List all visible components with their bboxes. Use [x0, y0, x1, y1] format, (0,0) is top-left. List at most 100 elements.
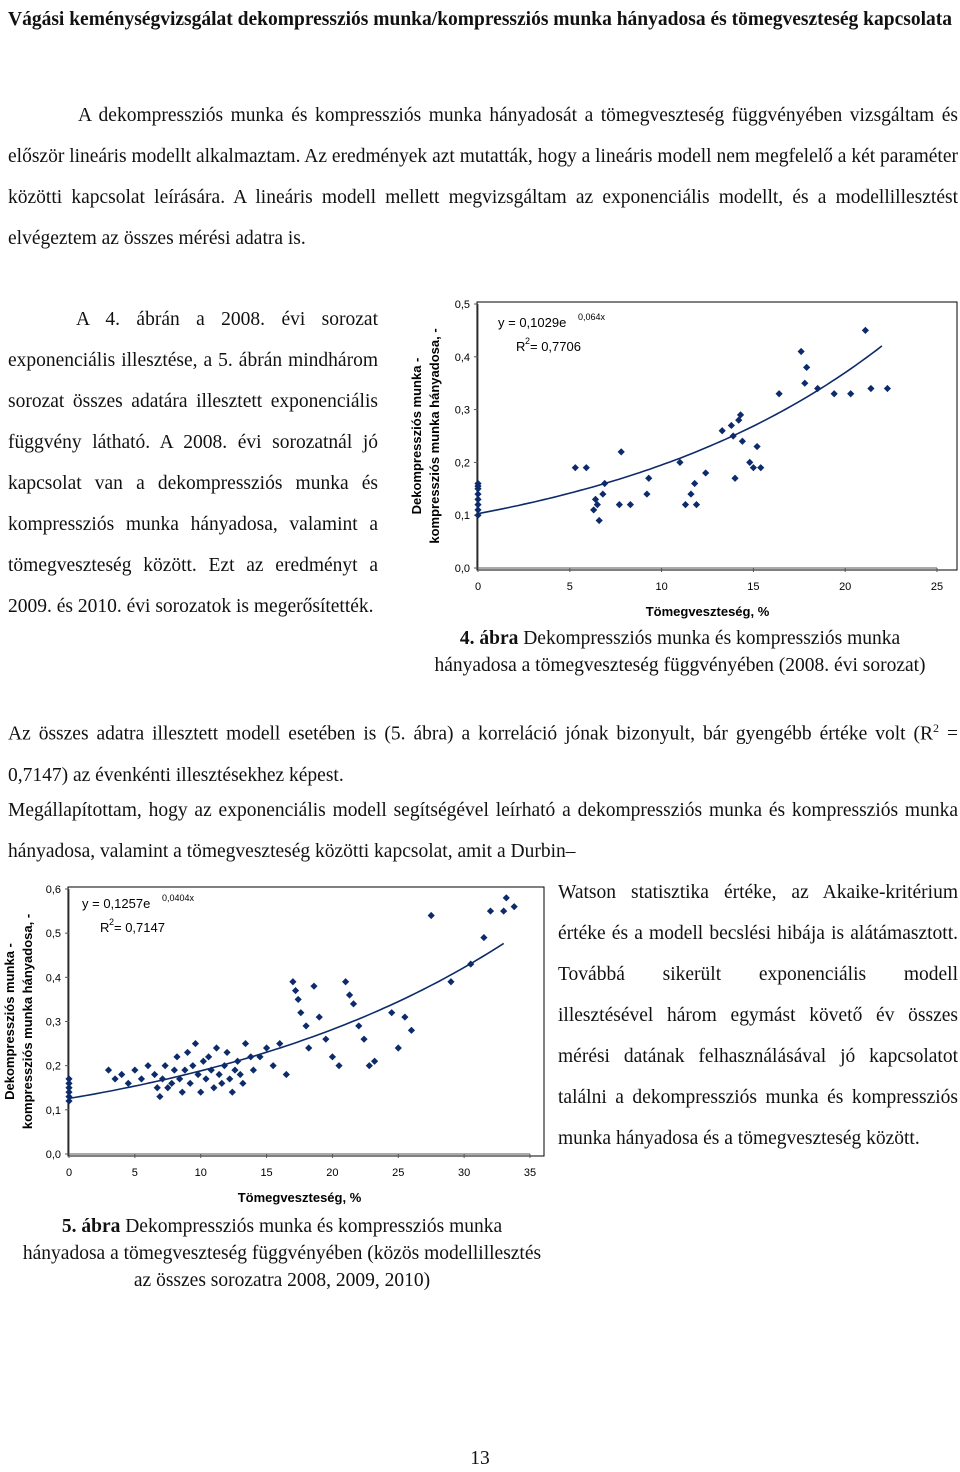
data-point [210, 1084, 218, 1092]
data-point [176, 1075, 184, 1083]
data-point [297, 1009, 305, 1017]
y-axis-label-line1: Dekompressziós munka - [409, 358, 424, 515]
data-point [736, 411, 745, 419]
figure-4-caption: 4. ábra Dekompressziós munka és kompress… [430, 625, 930, 679]
data-point [124, 1079, 132, 1087]
data-point [702, 469, 710, 477]
data-point [282, 1070, 290, 1079]
data-point [861, 326, 869, 334]
data-point [236, 1070, 244, 1079]
trendline-equation: y = 0,1257e [82, 896, 150, 911]
data-point [360, 1035, 368, 1043]
x-tick-label: 15 [260, 1167, 272, 1179]
data-point [269, 1062, 277, 1070]
data-point [749, 464, 757, 472]
data-point [801, 379, 809, 387]
data-point [595, 516, 603, 525]
data-point [233, 1057, 242, 1065]
paragraph-figure-refs: A 4. ábrán a 2008. évi sorozat exponenci… [8, 309, 378, 617]
x-tick-label: 15 [747, 581, 759, 593]
paragraph-correlation-before: Az összes adatra illesztett modell eseté… [8, 723, 934, 745]
data-point [474, 490, 482, 498]
data-point [645, 474, 653, 482]
y-tick-label: 0,6 [46, 884, 61, 896]
data-point [676, 458, 684, 466]
data-point [218, 1079, 226, 1087]
figure-4-caption-text: Dekompressziós munka és kompressziós mun… [434, 628, 926, 676]
data-point [186, 1079, 194, 1087]
data-point [276, 1039, 284, 1048]
r-squared-label: R [100, 920, 109, 935]
y-axis-label-line1: Dekompressziós munka - [2, 943, 17, 1100]
data-point [215, 1070, 223, 1079]
data-point [626, 501, 634, 509]
data-point [388, 1009, 396, 1017]
data-point [181, 1066, 189, 1074]
data-point [571, 464, 579, 472]
data-point [746, 458, 754, 466]
figure-5-caption-label: 5. ábra [61, 1216, 121, 1237]
x-tick-label: 25 [392, 1167, 404, 1179]
data-point [153, 1084, 161, 1092]
figure-5-caption-text: Dekompressziós munka és kompressziós mun… [22, 1216, 542, 1291]
trendline [68, 942, 505, 1100]
data-point [131, 1066, 139, 1074]
data-point [247, 1053, 255, 1061]
data-point [241, 1039, 250, 1048]
chart-frame [476, 301, 958, 571]
data-point [474, 511, 482, 519]
figure-4-chart: 0,0 0,1 0,2 0,3 0,4 0,5 0 5 10 15 20 25 Tömegvesztes… [409, 299, 958, 619]
x-tick-label: 25 [931, 581, 943, 593]
data-point [735, 416, 743, 424]
data-point [447, 978, 455, 986]
data-point [757, 464, 765, 472]
data-point [156, 1092, 164, 1101]
data-point [401, 1013, 409, 1021]
y-tick-label: 0,0 [46, 1149, 61, 1161]
data-point [322, 1035, 330, 1043]
data-point [814, 384, 822, 393]
data-point [173, 1053, 181, 1061]
data-point [189, 1062, 197, 1070]
y-tick-label: 0,3 [455, 405, 470, 417]
y-tick-label: 0,4 [46, 972, 61, 984]
data-point [111, 1075, 119, 1083]
data-point [202, 1075, 210, 1083]
x-tick-label: 20 [839, 581, 851, 593]
data-point [178, 1088, 186, 1096]
x-tick-label: 10 [195, 1167, 207, 1179]
paragraph-correlation: Az összes adatra illesztett modell eseté… [8, 708, 958, 796]
r-squared-superscript: 2 [525, 336, 530, 346]
y-tick-label: 0,2 [46, 1061, 61, 1073]
data-point [65, 1088, 73, 1096]
data-point [294, 995, 302, 1004]
y-tick-label: 0,5 [455, 299, 470, 311]
data-point [161, 1062, 169, 1070]
data-point [328, 1053, 337, 1061]
figure-5-caption: 5. ábra Dekompressziós munka és kompress… [22, 1213, 542, 1294]
data-point [151, 1070, 159, 1079]
data-point [226, 1075, 234, 1083]
data-point [65, 1075, 73, 1083]
paragraph-correlation-after: = 0,7147) az évenkénti illesztésekhez ké… [8, 723, 958, 786]
data-point [345, 991, 354, 999]
data-point [370, 1057, 379, 1065]
data-point [427, 911, 435, 920]
trendline-equation: y = 0,1029e [498, 315, 566, 330]
data-point [212, 1044, 221, 1052]
data-point [291, 986, 300, 995]
data-point [342, 978, 350, 986]
data-point [599, 490, 607, 498]
data-point [365, 1062, 373, 1070]
data-point [262, 1044, 271, 1052]
x-tick-label: 30 [458, 1167, 470, 1179]
data-point [249, 1066, 257, 1074]
r-squared-value: = 0,7706 [530, 339, 581, 354]
data-point [205, 1053, 213, 1061]
data-point [729, 432, 737, 440]
x-axis-label: Tömegveszteség, % [238, 1190, 362, 1205]
y-axis-label-line2: kompressziós munka hányadosa, - [427, 328, 442, 543]
data-point [502, 894, 510, 902]
x-tick-label: 5 [567, 581, 573, 593]
r-squared-label: R [516, 339, 525, 354]
